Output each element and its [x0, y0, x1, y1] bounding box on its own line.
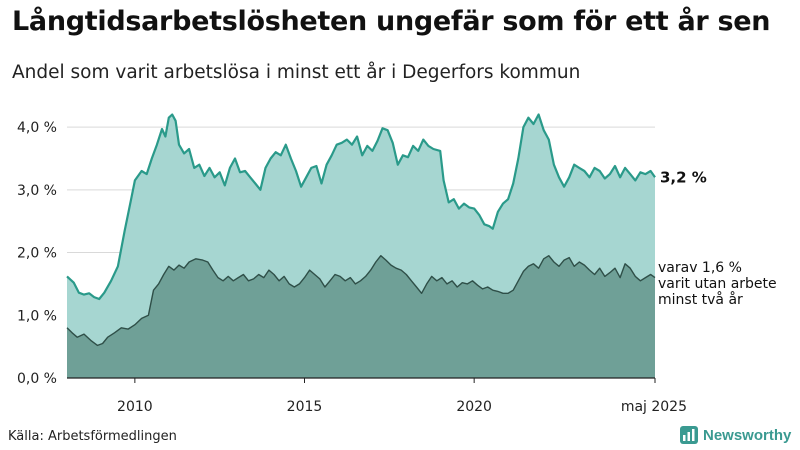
y-tick-label: 2,0 %: [17, 246, 57, 262]
end-label-longterm-line: varit utan arbete: [658, 276, 777, 292]
newsworthy-icon: [680, 426, 698, 444]
series-line-1: [66, 113, 656, 301]
chart-subtitle: Andel som varit arbetslösa i minst ett å…: [12, 62, 581, 83]
brand-name: Newsworthy: [703, 426, 792, 444]
x-tick-label: 2010: [117, 399, 153, 415]
x-tick-label: maj 2025: [621, 399, 687, 415]
chart-title: Långtidsarbetslösheten ungefär som för e…: [12, 6, 771, 37]
end-label-total: 3,2 %: [660, 168, 707, 186]
source-note: Källa: Arbetsförmedlingen: [8, 429, 177, 444]
x-tick-label: 2020: [456, 399, 492, 415]
end-label-longterm-line: minst två år: [658, 291, 743, 308]
y-tick-label: 3,0 %: [17, 183, 57, 199]
brand-logo: Newsworthy: [680, 426, 791, 444]
y-tick-label: 0,0 %: [17, 371, 57, 387]
end-label-longterm-line: varav 1,6 %: [658, 260, 742, 276]
x-tick-label: 2015: [287, 399, 323, 415]
axis-layer: 0,0 % 1,0 % 2,0 % 3,0 % 4,0 % 2010 2015 2020 maj…: [17, 120, 687, 415]
y-tick-label: 4,0 %: [17, 120, 57, 136]
series-area-2: [67, 255, 655, 378]
area-layer: [66, 113, 656, 378]
series-line-2: [66, 255, 656, 347]
y-tick-label: 1,0 %: [17, 308, 57, 324]
